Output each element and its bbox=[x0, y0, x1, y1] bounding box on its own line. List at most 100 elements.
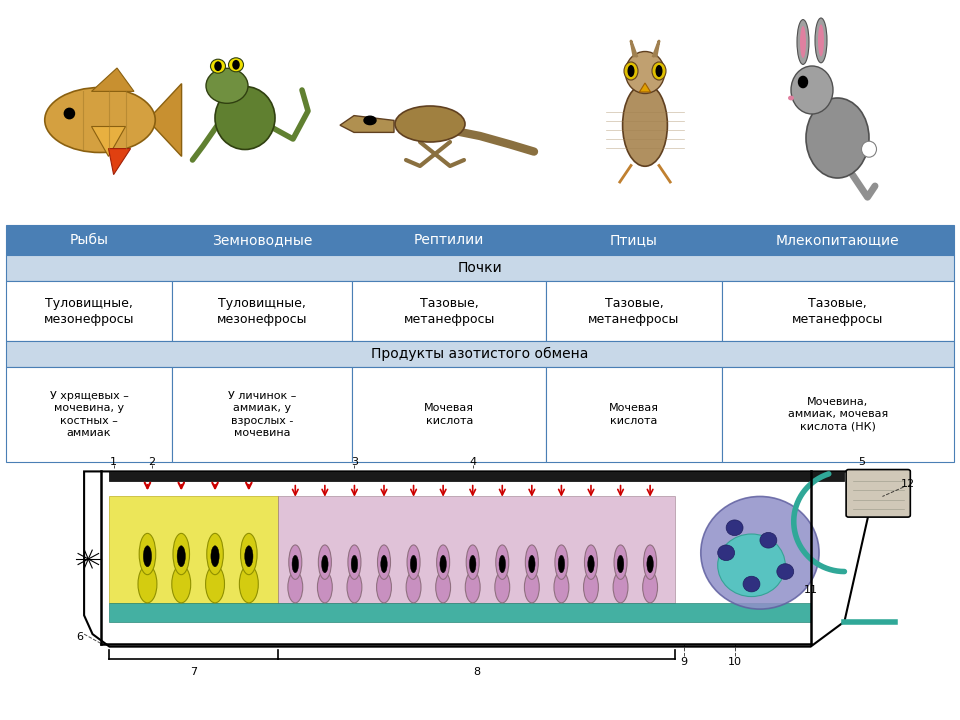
Ellipse shape bbox=[376, 572, 392, 603]
Ellipse shape bbox=[499, 555, 506, 573]
Ellipse shape bbox=[322, 555, 328, 573]
Text: Рептилии: Рептилии bbox=[414, 233, 485, 247]
Bar bbox=[722, 367, 954, 462]
Text: 3: 3 bbox=[351, 457, 358, 467]
Text: 12: 12 bbox=[900, 479, 915, 489]
Polygon shape bbox=[109, 472, 845, 481]
Text: Туловищные,
мезонефросы: Туловищные, мезонефросы bbox=[217, 297, 307, 325]
Ellipse shape bbox=[410, 555, 417, 573]
Text: 5: 5 bbox=[858, 457, 865, 467]
Text: 1: 1 bbox=[110, 457, 117, 467]
Text: 11: 11 bbox=[804, 585, 818, 595]
Ellipse shape bbox=[623, 84, 667, 166]
Ellipse shape bbox=[348, 545, 361, 580]
Polygon shape bbox=[639, 83, 651, 92]
Ellipse shape bbox=[647, 555, 654, 573]
Ellipse shape bbox=[777, 564, 794, 580]
Ellipse shape bbox=[588, 555, 594, 573]
Ellipse shape bbox=[555, 545, 568, 580]
Bar bbox=[546, 281, 722, 341]
Ellipse shape bbox=[395, 106, 465, 142]
Ellipse shape bbox=[138, 565, 156, 603]
Polygon shape bbox=[108, 148, 131, 175]
Ellipse shape bbox=[701, 497, 819, 609]
Ellipse shape bbox=[743, 576, 760, 592]
Ellipse shape bbox=[436, 572, 450, 603]
Ellipse shape bbox=[525, 545, 539, 580]
Ellipse shape bbox=[64, 108, 75, 119]
Text: 10: 10 bbox=[728, 657, 741, 667]
Text: Тазовые,
метанефросы: Тазовые, метанефросы bbox=[588, 297, 680, 325]
Text: Тазовые,
метанефросы: Тазовые, метанефросы bbox=[403, 297, 494, 325]
Bar bbox=[172, 367, 352, 462]
Ellipse shape bbox=[232, 60, 240, 70]
Ellipse shape bbox=[239, 565, 258, 603]
Text: 7: 7 bbox=[190, 667, 198, 677]
Ellipse shape bbox=[613, 572, 628, 603]
Ellipse shape bbox=[215, 86, 275, 150]
Polygon shape bbox=[109, 603, 810, 621]
Ellipse shape bbox=[818, 24, 824, 56]
Polygon shape bbox=[340, 116, 394, 132]
Ellipse shape bbox=[495, 545, 509, 580]
Ellipse shape bbox=[211, 546, 219, 567]
Ellipse shape bbox=[656, 65, 662, 77]
Ellipse shape bbox=[726, 520, 743, 536]
Ellipse shape bbox=[381, 555, 387, 573]
Ellipse shape bbox=[524, 572, 540, 603]
Ellipse shape bbox=[625, 52, 664, 94]
Ellipse shape bbox=[585, 545, 597, 580]
Bar bbox=[722, 225, 954, 255]
Ellipse shape bbox=[791, 66, 833, 114]
Ellipse shape bbox=[624, 62, 638, 80]
Text: Млекопитающие: Млекопитающие bbox=[776, 233, 900, 247]
Bar bbox=[352, 225, 546, 255]
Ellipse shape bbox=[437, 545, 449, 580]
Ellipse shape bbox=[206, 68, 248, 103]
Polygon shape bbox=[109, 497, 278, 603]
Ellipse shape bbox=[614, 545, 627, 580]
Ellipse shape bbox=[377, 545, 391, 580]
Ellipse shape bbox=[289, 545, 301, 580]
Ellipse shape bbox=[319, 545, 331, 580]
Ellipse shape bbox=[466, 572, 480, 603]
Ellipse shape bbox=[861, 141, 876, 157]
Ellipse shape bbox=[584, 572, 598, 603]
Ellipse shape bbox=[797, 19, 809, 64]
Text: Птицы: Птицы bbox=[611, 233, 658, 247]
Text: У хрящевых –
мочевина, у
костных –
аммиак: У хрящевых – мочевина, у костных – аммиа… bbox=[50, 391, 129, 438]
Ellipse shape bbox=[652, 62, 666, 80]
Bar bbox=[6, 281, 172, 341]
Text: Тазовые,
метанефросы: Тазовые, метанефросы bbox=[792, 297, 883, 325]
Ellipse shape bbox=[245, 546, 253, 567]
Text: Почки: Почки bbox=[458, 261, 502, 275]
Ellipse shape bbox=[718, 545, 734, 561]
Ellipse shape bbox=[529, 555, 535, 573]
Ellipse shape bbox=[214, 61, 222, 71]
Ellipse shape bbox=[617, 555, 624, 573]
Ellipse shape bbox=[139, 534, 156, 575]
Ellipse shape bbox=[292, 555, 299, 573]
Ellipse shape bbox=[406, 572, 421, 603]
Text: У личинок –
аммиак, у
взрослых -
мочевина: У личинок – аммиак, у взрослых - мочевин… bbox=[228, 391, 296, 438]
Ellipse shape bbox=[206, 534, 224, 575]
Ellipse shape bbox=[642, 572, 658, 603]
Ellipse shape bbox=[643, 545, 657, 580]
Ellipse shape bbox=[800, 26, 806, 58]
Ellipse shape bbox=[788, 96, 794, 100]
Ellipse shape bbox=[628, 65, 635, 77]
Ellipse shape bbox=[440, 555, 446, 573]
Text: Мочевина,
аммиак, мочевая
кислота (НК): Мочевина, аммиак, мочевая кислота (НК) bbox=[788, 397, 888, 432]
Ellipse shape bbox=[347, 572, 362, 603]
Ellipse shape bbox=[407, 545, 420, 580]
Text: 6: 6 bbox=[77, 632, 84, 642]
Bar bbox=[722, 281, 954, 341]
Ellipse shape bbox=[45, 88, 156, 153]
Ellipse shape bbox=[806, 98, 869, 178]
Ellipse shape bbox=[469, 555, 476, 573]
Ellipse shape bbox=[318, 572, 332, 603]
Bar bbox=[6, 341, 954, 367]
Bar bbox=[6, 367, 172, 462]
Ellipse shape bbox=[815, 18, 827, 63]
Ellipse shape bbox=[143, 546, 152, 567]
